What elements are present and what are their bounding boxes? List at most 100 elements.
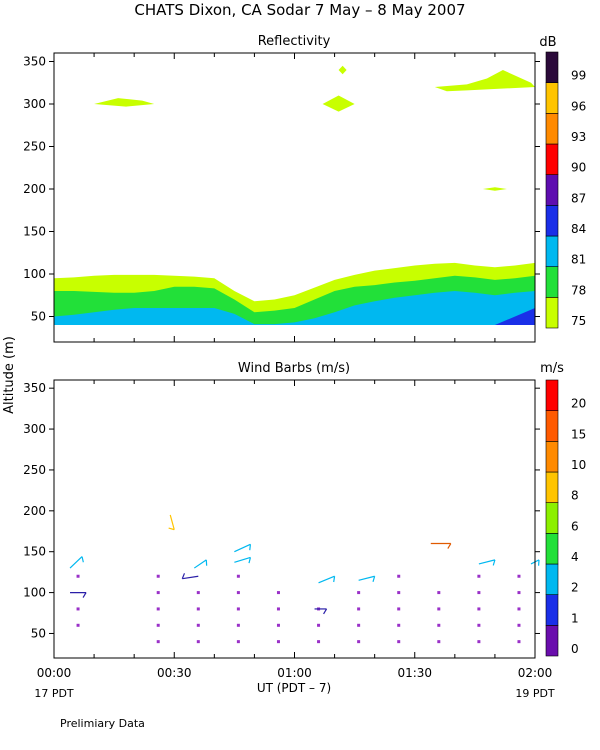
calm-point xyxy=(276,640,280,644)
x-start-label: 17 PDT xyxy=(34,687,74,700)
wind-barb xyxy=(318,575,336,584)
y-tick-label: 50 xyxy=(31,626,46,640)
calm-point xyxy=(236,640,240,644)
colorbar-label: 90 xyxy=(571,161,586,175)
colorbar-cell xyxy=(545,502,559,534)
reflectivity-band xyxy=(54,291,535,325)
calm-point xyxy=(397,640,401,644)
wind-barb xyxy=(478,559,496,566)
calm-point xyxy=(196,623,200,627)
colorbar-label: 93 xyxy=(571,130,586,144)
colorbar-label: 81 xyxy=(571,253,586,267)
calm-point xyxy=(76,574,80,578)
colorbar-label: 6 xyxy=(571,519,579,533)
colorbar-label: 10 xyxy=(571,458,586,472)
wind-barb-flag xyxy=(333,576,336,583)
wind-barb xyxy=(430,542,452,549)
calm-point xyxy=(236,591,240,595)
calm-point xyxy=(236,574,240,578)
colorbar-cell xyxy=(545,174,559,206)
calm-point xyxy=(517,607,521,611)
calm-point xyxy=(236,623,240,627)
reflectivity-patch xyxy=(434,70,535,92)
plot-frame xyxy=(53,379,536,659)
calm-point xyxy=(397,591,401,595)
colorbar-cell xyxy=(545,563,559,595)
calm-point xyxy=(156,607,160,611)
reflectivity-patch xyxy=(482,187,507,191)
colorbar-cell xyxy=(545,235,559,267)
y-tick-label: 150 xyxy=(23,545,46,559)
wind-barb xyxy=(70,591,87,598)
calm-point xyxy=(517,623,521,627)
y-tick-label: 300 xyxy=(23,422,46,436)
wind-barb xyxy=(314,608,328,615)
colorbar-cell xyxy=(545,625,559,657)
colorbar-cell xyxy=(545,471,559,503)
wind-barb-flag xyxy=(181,573,186,579)
wind-unit: m/s xyxy=(540,361,564,376)
colorbar-label: 1 xyxy=(571,611,579,625)
colorbar-cell xyxy=(545,113,559,145)
x-end-label: 19 PDT xyxy=(515,687,555,700)
calm-point xyxy=(357,623,361,627)
x-tick-label: 02:00 xyxy=(518,666,553,680)
calm-point xyxy=(477,574,481,578)
calm-point xyxy=(477,607,481,611)
y-tick-label: 350 xyxy=(23,55,46,69)
x-tick-label: 00:30 xyxy=(157,666,192,680)
wind-barb xyxy=(234,556,251,564)
colorbar-cell xyxy=(545,82,559,114)
calm-point xyxy=(517,591,521,595)
y-tick-label: 200 xyxy=(23,182,46,196)
calm-point xyxy=(397,623,401,627)
reflectivity-unit: dB xyxy=(539,35,556,50)
y-tick-label: 250 xyxy=(23,140,46,154)
colorbar-cell xyxy=(545,533,559,565)
y-tick-label: 150 xyxy=(23,225,46,239)
calm-point xyxy=(317,640,321,644)
colorbar-cell xyxy=(545,205,559,237)
wind-barb-shaft xyxy=(234,556,251,563)
calm-point xyxy=(437,623,441,627)
calm-point xyxy=(196,640,200,644)
colorbar-label: 15 xyxy=(571,427,586,441)
x-tick-label: 00:00 xyxy=(37,666,72,680)
reflectivity-patch xyxy=(94,98,155,107)
colorbar-cell xyxy=(545,379,559,411)
y-tick-label: 100 xyxy=(23,586,46,600)
wind-barb-flag xyxy=(249,544,252,551)
y-tick-label: 300 xyxy=(23,97,46,111)
wind-barb-flag xyxy=(492,559,496,566)
calm-point xyxy=(357,591,361,595)
wind-barb-flag xyxy=(82,592,87,598)
wind-barb-shaft xyxy=(193,559,207,569)
colorbar-cell xyxy=(545,594,559,626)
wind-barb-flag xyxy=(81,556,84,563)
footer-note: Prelimiary Data xyxy=(60,717,145,730)
calm-point xyxy=(517,574,521,578)
calm-point xyxy=(196,607,200,611)
wind-barb xyxy=(69,556,84,569)
wind-barb-flag xyxy=(323,608,328,615)
calm-point xyxy=(76,623,80,627)
calm-point xyxy=(276,591,280,595)
colorbar-label: 20 xyxy=(571,397,586,411)
calm-point xyxy=(357,607,361,611)
colorbar-cell xyxy=(545,143,559,175)
x-axis-label: UT (PDT – 7) xyxy=(257,681,331,695)
calm-point xyxy=(397,574,401,578)
calm-point xyxy=(156,574,160,578)
calm-point xyxy=(437,607,441,611)
colorbar-cell xyxy=(545,266,559,298)
calm-point xyxy=(76,607,80,611)
reflectivity-plot: 50 100 150 200 250 300 350 xyxy=(23,52,540,343)
wind-barb-flag xyxy=(248,557,251,564)
colorbar-label: 84 xyxy=(571,222,586,236)
calm-point xyxy=(477,591,481,595)
wind-barb-shaft xyxy=(69,556,83,569)
wind-barbs-title: Wind Barbs (m/s) xyxy=(238,361,350,376)
wind-barbs-plot: 50 100 150 200 250 300 350 xyxy=(23,379,540,659)
calm-point xyxy=(397,607,401,611)
wind-barb-shaft xyxy=(318,575,335,584)
